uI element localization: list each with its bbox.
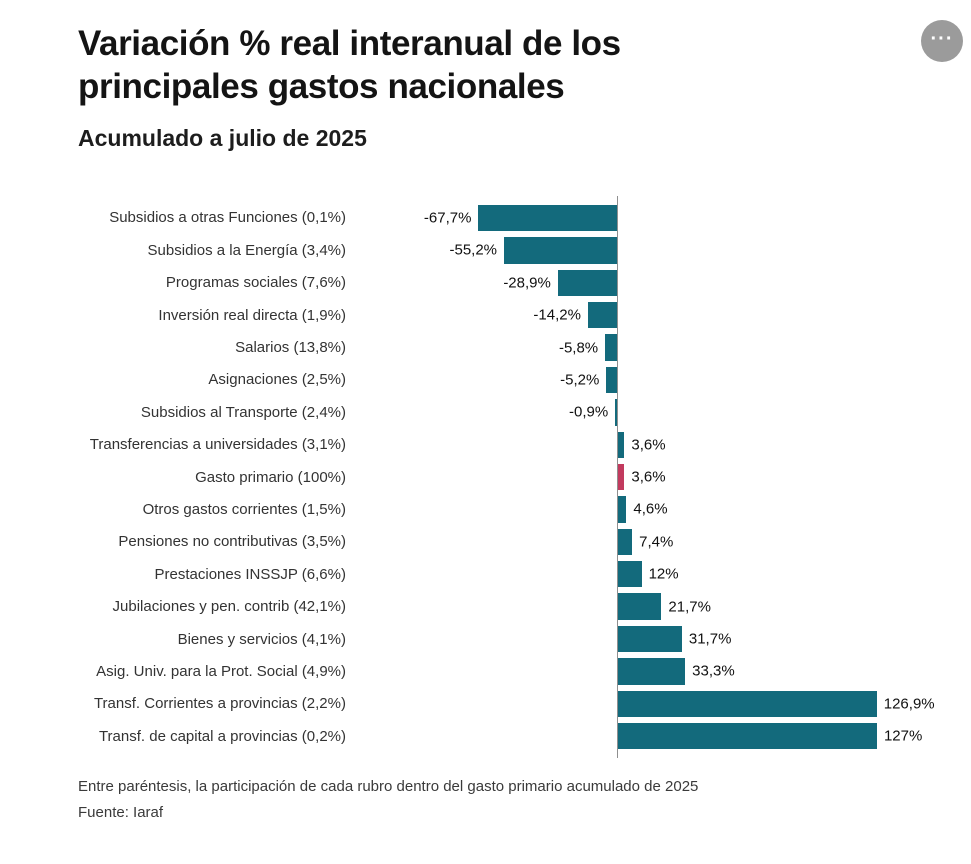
bar — [617, 496, 627, 523]
chart-row: Subsidios al Transporte (2,4%) -0,9% — [0, 396, 971, 428]
chart-card: ··· Variación % real interanual de los p… — [0, 20, 971, 864]
value-label: -5,8% — [558, 339, 599, 357]
bar — [615, 399, 617, 426]
value-label: 127% — [883, 727, 923, 745]
value-label: 12% — [648, 565, 679, 583]
value-label: 126,9% — [883, 695, 935, 713]
chart-row: Transf. Corrientes a provincias (2,2%) 12… — [0, 688, 971, 720]
chart-row: Transferencias a universidades (3,1%) 3,6… — [0, 429, 971, 461]
category-label: Transferencias a universidades (3,1%) — [89, 436, 346, 454]
chart-title: Variación % real interanual de los princ… — [78, 24, 621, 107]
category-label: Inversión real directa (1,9%) — [158, 306, 346, 324]
bar — [617, 593, 662, 620]
chart-subtitle: Acumulado a julio de 2025 — [78, 124, 367, 151]
zero-axis — [617, 195, 618, 759]
bar-track: 3,6% — [356, 461, 971, 493]
bar — [617, 561, 642, 588]
value-label: 7,4% — [639, 533, 674, 551]
bar-track: -67,7% — [356, 202, 971, 234]
category-label: Salarios (13,8%) — [235, 339, 346, 357]
bar-track: -14,2% — [356, 299, 971, 331]
category-label: Asignaciones (2,5%) — [208, 371, 346, 389]
value-label: -14,2% — [533, 306, 581, 324]
bar-track: 31,7% — [356, 623, 971, 655]
bar-track: -55,2% — [356, 234, 971, 266]
category-label: Subsidios al Transporte (2,4%) — [140, 403, 346, 421]
chart-row: Jubilaciones y pen. contrib (42,1%) 21,7% — [0, 590, 971, 622]
bar-track: 127% — [356, 720, 971, 752]
chart-row: Asignaciones (2,5%) -5,2% — [0, 364, 971, 396]
bar — [617, 658, 686, 685]
bar — [605, 334, 617, 361]
bar — [617, 528, 633, 556]
bar-track: -28,9% — [356, 267, 971, 299]
category-label: Gasto primario (100%) — [195, 468, 346, 486]
chart-row: Bienes y servicios (4,1%) 31,7% — [0, 623, 971, 655]
bar — [617, 723, 877, 750]
bar-track: 33,3% — [356, 655, 971, 687]
value-label: -55,2% — [449, 241, 498, 259]
bar-track: 12% — [356, 558, 971, 590]
chart-row: Inversión real directa (1,9%) -14,2% — [0, 299, 971, 331]
category-label: Bienes y servicios (4,1%) — [177, 630, 346, 648]
bar-track: 126,9% — [356, 688, 971, 720]
chart-row: Prestaciones INSSJP (6,6%) 12% — [0, 558, 971, 590]
value-label: -28,9% — [503, 274, 551, 292]
chart-row: Subsidios a la Energía (3,4%) -55,2% — [0, 234, 971, 266]
category-label: Pensiones no contributivas (3,5%) — [118, 533, 346, 551]
category-label: Subsidios a otras Funciones (0,1%) — [109, 209, 346, 227]
chart-row: Salarios (13,8%) -5,8% — [0, 331, 971, 363]
ellipsis-icon: ··· — [930, 28, 954, 50]
bar-track: -0,9% — [356, 396, 971, 428]
bar — [478, 204, 617, 232]
value-label: 21,7% — [668, 598, 711, 616]
value-label: 33,3% — [692, 662, 735, 680]
bar — [504, 237, 617, 264]
bar — [617, 690, 877, 718]
bar-highlight — [617, 463, 625, 491]
bar-track: -5,8% — [356, 331, 971, 363]
chart-row: Asig. Univ. para la Prot. Social (4,9%) 3… — [0, 655, 971, 687]
bar-track: 7,4% — [356, 526, 971, 558]
bar — [587, 301, 617, 329]
bar — [617, 625, 682, 653]
chart-row: Transf. de capital a provincias (0,2%) 12… — [0, 720, 971, 752]
chart-source: Fuente: Iaraf — [78, 804, 164, 822]
value-label: 4,6% — [633, 500, 668, 518]
category-label: Asig. Univ. para la Prot. Social (4,9%) — [96, 662, 346, 680]
category-label: Transf. de capital a provincias (0,2%) — [98, 727, 346, 745]
chart-row: Pensiones no contributivas (3,5%) 7,4% — [0, 526, 971, 558]
bar-chart: Subsidios a otras Funciones (0,1%) -67,7%… — [0, 195, 971, 759]
bar — [557, 269, 617, 296]
chart-row: Programas sociales (7,6%) -28,9% — [0, 267, 971, 299]
value-label: 3,6% — [631, 468, 666, 486]
value-label: -0,9% — [568, 403, 609, 421]
value-label: 31,7% — [688, 630, 732, 648]
bar-track: 4,6% — [356, 493, 971, 525]
chart-footer: Entre paréntesis, la participación de ca… — [78, 774, 893, 826]
bar-track: 21,7% — [356, 590, 971, 622]
ellipsis-menu-button[interactable]: ··· — [921, 20, 963, 62]
category-label: Jubilaciones y pen. contrib (42,1%) — [112, 598, 346, 616]
bar-track: 3,6% — [356, 429, 971, 461]
bar-track: -5,2% — [356, 364, 971, 396]
value-label: -5,2% — [560, 371, 600, 389]
bar — [606, 366, 617, 394]
category-label: Prestaciones INSSJP (6,6%) — [154, 565, 346, 583]
chart-row: Otros gastos corrientes (1,5%) 4,6% — [0, 493, 971, 525]
value-label: -67,7% — [423, 209, 472, 227]
bar — [617, 431, 625, 458]
chart-row: Subsidios a otras Funciones (0,1%) -67,7% — [0, 202, 971, 234]
chart-row: Gasto primario (100%) 3,6% — [0, 461, 971, 493]
category-label: Programas sociales (7,6%) — [165, 274, 346, 292]
category-label: Otros gastos corrientes (1,5%) — [142, 500, 346, 518]
category-label: Subsidios a la Energía (3,4%) — [147, 241, 346, 259]
category-label: Transf. Corrientes a provincias (2,2%) — [93, 695, 346, 713]
value-label: 3,6% — [631, 436, 666, 454]
chart-note: Entre paréntesis, la participación de ca… — [78, 778, 699, 796]
